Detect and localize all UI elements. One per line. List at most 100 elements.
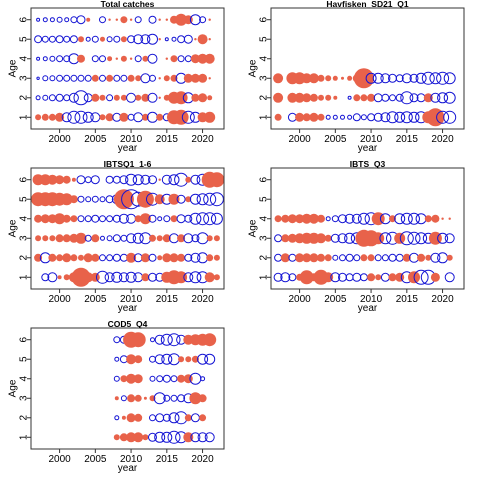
bubble-positive (309, 112, 319, 122)
bubble-negative (125, 173, 138, 186)
bubble-positive (177, 374, 186, 383)
bubble-positive (199, 414, 207, 422)
bubble-positive (375, 274, 382, 281)
bubble-negative (119, 175, 129, 185)
bubble-negative (140, 34, 151, 45)
bubble-positive (126, 373, 137, 384)
bubble-positive (168, 193, 180, 205)
x-tick-label: 2010 (120, 134, 143, 145)
bubble-negative (147, 92, 158, 103)
y-tick-label: 3 (19, 395, 30, 401)
bubble-negative (85, 196, 92, 203)
bubble-negative (42, 17, 48, 23)
bubble-negative (189, 271, 202, 284)
bubble-negative (380, 73, 391, 84)
bubble-negative (197, 353, 209, 365)
bubble-positive (115, 57, 119, 60)
bubble-positive (34, 214, 43, 223)
bubble-positive (57, 275, 62, 280)
bubble-positive (34, 253, 43, 262)
x-tick-label: 2020 (191, 134, 214, 145)
bubble-positive (173, 109, 189, 125)
bubble-negative (437, 232, 449, 244)
y-axis-label: Age (248, 59, 259, 77)
panel-title: Havfisken_SD21_Q1 (326, 0, 408, 9)
bubble-positive (333, 95, 338, 100)
bubble-negative (114, 415, 120, 421)
bubble-negative (443, 72, 456, 85)
bubble-negative (154, 354, 165, 365)
y-tick-label: 4 (259, 56, 270, 62)
bubble-positive (115, 18, 119, 21)
x-tick-label: 2000 (288, 294, 311, 305)
bubble-positive (62, 253, 72, 263)
bubble-negative (35, 95, 41, 101)
x-tick-label: 2005 (84, 134, 107, 145)
bubble-positive (316, 233, 326, 244)
bubble-negative (273, 272, 283, 282)
bubble-positive (426, 108, 445, 127)
bubble-positive (129, 18, 133, 21)
bubble-negative (113, 35, 121, 43)
bubble-positive (388, 273, 397, 282)
x-tick-label: 2015 (396, 134, 419, 145)
y-tick-label: 1 (259, 114, 270, 120)
y-axis-label: Age (8, 379, 19, 397)
bubble-negative (373, 112, 383, 122)
bubble-negative (82, 111, 94, 123)
bubble-positive (208, 77, 211, 80)
bubble-positive (162, 253, 172, 263)
bubble-negative (48, 35, 56, 43)
y-tick-label: 5 (259, 196, 270, 202)
bubble-positive (317, 74, 325, 82)
y-tick-label: 4 (19, 56, 30, 62)
bubble-positive (113, 434, 120, 441)
bubble-negative (203, 212, 217, 226)
bubble-negative (56, 55, 64, 63)
bubble-positive (49, 235, 56, 242)
bubble-positive (78, 254, 84, 261)
bubble-positive (158, 96, 161, 100)
bubble-positive (287, 92, 298, 103)
bubble-positive (208, 38, 211, 41)
x-tick-label: 2020 (191, 454, 214, 465)
bubble-negative (153, 392, 166, 405)
bubbles (113, 331, 217, 444)
bubble-positive (141, 93, 150, 102)
bubble-negative (69, 35, 78, 44)
bubble-negative (347, 114, 353, 120)
bubble-positive (114, 396, 119, 401)
bubble-positive (133, 374, 143, 384)
bubble-negative (42, 94, 49, 101)
bubble-negative (408, 111, 420, 123)
bubble-negative (113, 375, 120, 382)
bubble-positive (281, 234, 290, 243)
bubble-positive (108, 18, 111, 21)
y-tick-label: 5 (19, 356, 30, 362)
bubble-negative (106, 94, 114, 102)
bubble-negative (443, 91, 456, 104)
bubble-positive (367, 273, 376, 282)
bubble-negative (170, 394, 178, 402)
bubble-positive (136, 190, 154, 208)
bubble-positive (294, 92, 305, 103)
bubble-positive (83, 272, 94, 283)
bubble-negative (176, 194, 186, 204)
x-axis-label: year (118, 303, 138, 314)
x-tick-label: 2000 (48, 294, 71, 305)
bubble-negative (56, 16, 63, 23)
bubble-negative (77, 74, 85, 82)
bubble-positive (91, 93, 100, 102)
bubble-positive (120, 55, 127, 62)
bubble-positive (273, 92, 284, 103)
bubble-positive (134, 413, 143, 422)
panel-3: IBTSQ1_1-6 2000 2005 2010 2015 2020 1 2 3 4 5 6 year… (8, 159, 225, 314)
y-tick-label: 2 (259, 255, 270, 261)
bubble-positive (318, 94, 324, 101)
bubble-negative (189, 212, 202, 225)
bubble-negative (177, 394, 186, 403)
bubble-positive (425, 254, 432, 261)
bubble-negative (394, 111, 406, 123)
bubble-positive (206, 235, 213, 242)
